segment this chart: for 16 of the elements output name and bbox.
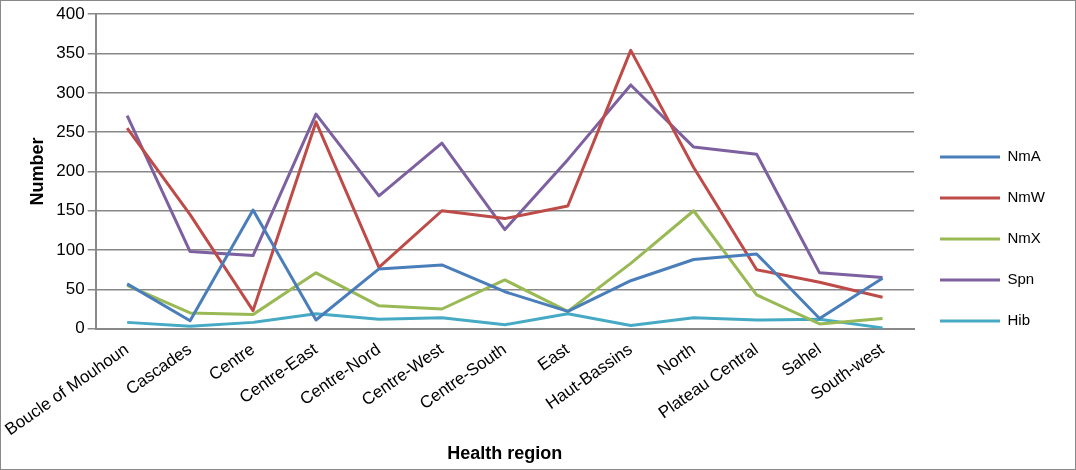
legend-label: Spn xyxy=(1007,270,1035,288)
y-tick-label: 350 xyxy=(56,43,85,63)
x-axis-title: Health region xyxy=(447,443,563,464)
legend-label: Hib xyxy=(1007,311,1031,329)
y-tick-label: 100 xyxy=(56,239,85,259)
y-tick-label: 50 xyxy=(65,279,85,299)
y-axis-title: Number xyxy=(27,137,48,206)
y-tick-label: 250 xyxy=(56,121,85,141)
y-tick-label: 200 xyxy=(56,161,85,181)
legend-label: NmA xyxy=(1007,147,1041,165)
y-tick-label: 300 xyxy=(56,82,85,102)
legend-label: NmW xyxy=(1007,188,1046,206)
legend-label: NmX xyxy=(1007,229,1041,247)
y-tick-label: 0 xyxy=(75,318,85,338)
y-tick-label: 150 xyxy=(56,200,85,220)
y-tick-label: 400 xyxy=(56,3,85,23)
